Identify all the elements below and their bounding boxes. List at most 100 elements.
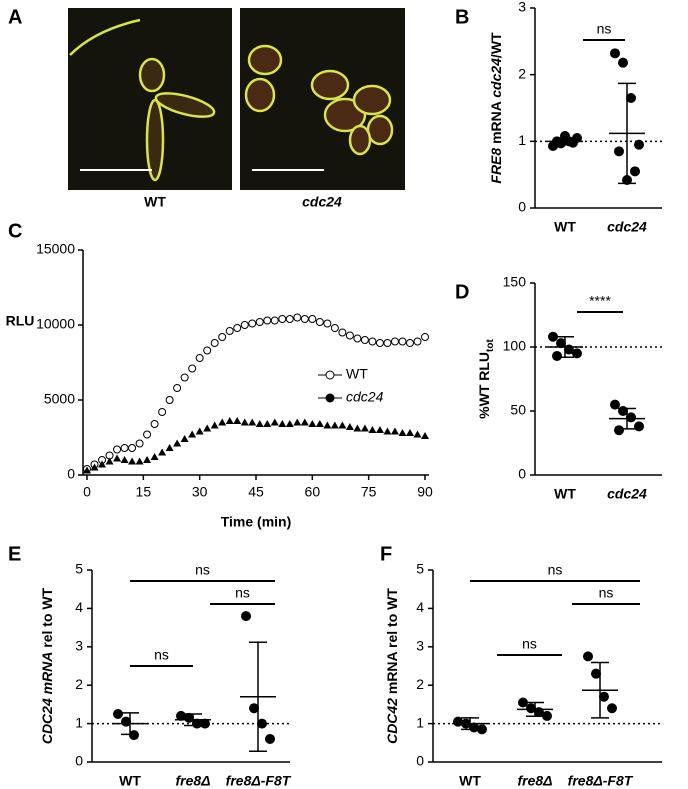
y-axis-label-part: tot <box>485 339 496 352</box>
x-tick-label: 45 <box>248 484 264 500</box>
data-point <box>173 439 182 447</box>
data-point <box>368 337 377 346</box>
data-point <box>233 417 242 424</box>
data-point <box>203 346 212 355</box>
x-tick-label: fre8Δ-F8T <box>226 773 292 789</box>
panel-letter: A <box>8 6 22 28</box>
data-point <box>129 730 139 741</box>
x-tick-label: WT <box>119 773 141 789</box>
significance-label: ns <box>597 21 612 37</box>
data-point <box>120 456 129 463</box>
data-point <box>203 424 212 432</box>
data-point <box>353 334 362 343</box>
data-point <box>210 339 219 347</box>
x-tick-label: fre8Δ <box>175 773 210 789</box>
y-axis-label-part: FRE8 <box>488 148 504 184</box>
x-axis-label: Time (min) <box>221 514 292 530</box>
data-point <box>143 430 152 439</box>
data-point <box>330 421 339 429</box>
y-tick-label: 5000 <box>44 391 75 407</box>
y-tick-label: 5 <box>75 561 83 577</box>
data-point <box>591 668 601 679</box>
y-tick-label: 4 <box>75 599 83 615</box>
cells <box>244 44 394 156</box>
data-point <box>542 710 552 721</box>
data-point <box>105 457 114 465</box>
data-point <box>526 703 536 714</box>
data-point <box>634 139 644 150</box>
data-point <box>195 427 204 435</box>
data-point <box>421 333 429 341</box>
data-point <box>113 454 122 462</box>
data-point <box>634 421 644 432</box>
data-point <box>353 424 362 432</box>
significance-label: **** <box>589 293 611 309</box>
data-point <box>113 709 123 719</box>
y-tick-label: 1 <box>75 714 83 730</box>
data-point <box>270 316 279 325</box>
data-point <box>607 703 617 714</box>
data-point <box>398 429 407 436</box>
data-point <box>610 399 620 410</box>
x-tick-label: WT <box>554 219 576 235</box>
y-axis-label-part: cdc24 <box>488 58 504 98</box>
y-tick-label: 2 <box>75 676 83 692</box>
data-point <box>338 421 347 429</box>
data-point <box>83 466 91 474</box>
data-point <box>610 48 620 59</box>
data-point <box>345 423 354 430</box>
panel-letter: C <box>8 220 22 242</box>
data-point <box>375 426 384 433</box>
data-point <box>195 354 204 362</box>
data-point <box>285 420 294 427</box>
data-point <box>626 93 636 103</box>
data-point <box>180 373 189 382</box>
data-point <box>390 427 399 435</box>
data-point <box>255 420 264 427</box>
y-tick-label: 1 <box>416 714 424 730</box>
y-axis-label: RLU <box>6 313 35 329</box>
data-point <box>293 313 302 322</box>
data-point <box>300 315 309 323</box>
data-point <box>583 651 593 662</box>
data-point <box>300 418 309 426</box>
legend-label: WT <box>346 366 368 382</box>
data-point <box>390 337 399 346</box>
y-tick-label: 10000 <box>36 316 75 332</box>
data-point <box>568 137 578 148</box>
x-tick-label: 60 <box>305 484 321 500</box>
y-axis-label-part: mRNA rel to WT <box>384 588 400 698</box>
y-tick-label: 0 <box>75 753 83 769</box>
legend-label: cdc24 <box>346 389 384 405</box>
data-point <box>240 418 249 426</box>
x-tick-label: fre8Δ <box>517 773 552 789</box>
cells <box>69 18 216 182</box>
y-axis-label-part: mRNA <box>488 98 504 148</box>
data-point <box>477 724 487 735</box>
data-point <box>330 324 339 332</box>
y-axis-label-part: CDC42 <box>384 698 400 744</box>
significance-label: ns <box>599 585 614 601</box>
data-point <box>556 338 566 349</box>
data-point <box>225 417 234 424</box>
y-axis-label: CDC24 mRNA rel to WT <box>39 587 55 744</box>
x-tick-label: 75 <box>361 484 377 500</box>
data-point <box>552 350 562 361</box>
data-point <box>626 412 636 423</box>
x-tick-label: WT <box>554 486 576 502</box>
data-point <box>188 364 197 373</box>
data-point <box>572 348 582 359</box>
data-point <box>285 315 294 323</box>
data-point <box>368 426 377 433</box>
x-tick-label: cdc24 <box>607 486 647 502</box>
data-point <box>135 457 144 465</box>
micrographs <box>68 8 405 190</box>
data-point <box>248 319 257 328</box>
y-tick-label: 150 <box>503 274 527 290</box>
significance-label: ns <box>154 647 169 663</box>
data-point <box>278 420 287 427</box>
data-point <box>293 418 302 426</box>
y-axis-label: CDC42 mRNA rel to WT <box>384 588 400 744</box>
y-tick-label: 100 <box>503 338 527 354</box>
x-tick-label: 90 <box>417 484 433 500</box>
